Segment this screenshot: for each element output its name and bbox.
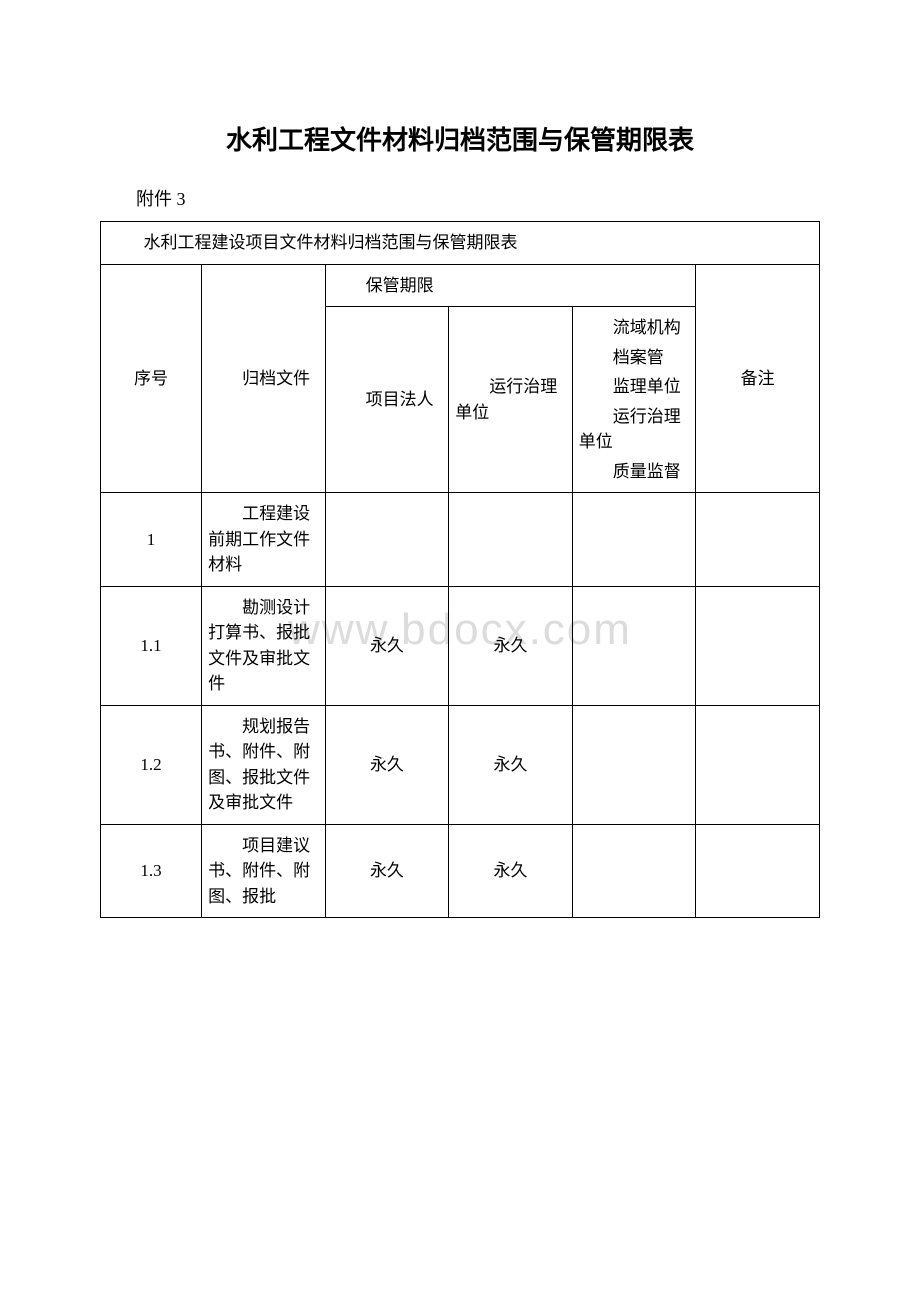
table-caption-row: 水利工程建设项目文件材料归档范围与保管期限表 (101, 222, 820, 265)
table-row: 1.3 项目建议书、附件、附图、报批 永久 永久 (101, 824, 820, 918)
cell-seq: 1.2 (101, 705, 202, 824)
header-sub3-line: 档案管 (579, 345, 690, 371)
cell-c1: 永久 (325, 824, 449, 918)
cell-c2 (449, 493, 573, 587)
table-row: 1.1 勘测设计打算书、报批文件及审批文件 永久 永久 (101, 586, 820, 705)
cell-remark (696, 705, 820, 824)
header-sub3-line: 监理单位 (579, 374, 690, 400)
table-row: 1 工程建设前期工作文件材料 (101, 493, 820, 587)
cell-c3 (572, 705, 696, 824)
header-sub3: 流域机构 档案管 监理单位 运行治理单位 质量监督 (572, 307, 696, 493)
cell-c3 (572, 493, 696, 587)
cell-c2: 永久 (449, 705, 573, 824)
cell-file: 工程建设前期工作文件材料 (202, 493, 326, 587)
cell-seq: 1 (101, 493, 202, 587)
cell-c2: 永久 (449, 824, 573, 918)
page-title: 水利工程文件材料归档范围与保管期限表 (100, 120, 820, 157)
header-seq: 序号 (101, 264, 202, 493)
cell-file: 项目建议书、附件、附图、报批 (202, 824, 326, 918)
cell-c1 (325, 493, 449, 587)
header-sub3-line: 质量监督 (579, 459, 690, 485)
cell-c3 (572, 824, 696, 918)
cell-seq: 1.1 (101, 586, 202, 705)
header-sub1: 项目法人 (325, 307, 449, 493)
cell-remark (696, 586, 820, 705)
attachment-label: 附件 3 (100, 185, 820, 211)
header-remark: 备注 (696, 264, 820, 493)
cell-c1: 永久 (325, 586, 449, 705)
header-sub3-line: 运行治理单位 (579, 404, 690, 455)
table-header-row-1: 序号 归档文件 保管期限 备注 (101, 264, 820, 307)
header-file: 归档文件 (202, 264, 326, 493)
cell-seq: 1.3 (101, 824, 202, 918)
cell-c3 (572, 586, 696, 705)
header-period: 保管期限 (325, 264, 696, 307)
header-sub2: 运行治理单位 (449, 307, 573, 493)
table-row: 1.2 规划报告书、附件、附图、报批文件及审批文件 永久 永久 (101, 705, 820, 824)
cell-c2: 永久 (449, 586, 573, 705)
cell-file: 勘测设计打算书、报批文件及审批文件 (202, 586, 326, 705)
cell-remark (696, 824, 820, 918)
cell-remark (696, 493, 820, 587)
table-caption: 水利工程建设项目文件材料归档范围与保管期限表 (101, 222, 820, 265)
cell-file: 规划报告书、附件、附图、报批文件及审批文件 (202, 705, 326, 824)
header-sub3-line: 流域机构 (579, 315, 690, 341)
cell-c1: 永久 (325, 705, 449, 824)
archive-table: 水利工程建设项目文件材料归档范围与保管期限表 序号 归档文件 保管期限 备注 项… (100, 221, 820, 918)
